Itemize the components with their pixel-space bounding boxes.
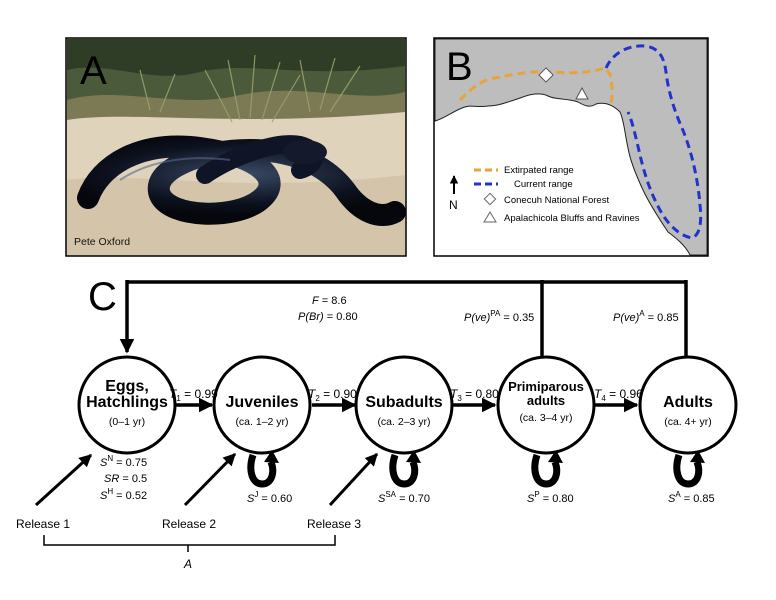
photo-credit: Pete Oxford	[74, 236, 130, 248]
release-label-1: Release 1	[16, 517, 70, 531]
stage-name-line: Juveniles	[226, 394, 299, 411]
egg-param-sh: SH = 0.52	[100, 487, 147, 502]
north-label: N	[449, 198, 458, 212]
fecundity-loop	[119, 280, 688, 360]
stage-age: (0–1 yr)	[109, 416, 145, 428]
stage-name-line: Primiparous	[508, 379, 584, 394]
stage-2: Juveniles (ca. 1–2 yr)	[212, 355, 312, 455]
egg-param-sr: SR = 0.5	[104, 473, 147, 485]
stage-name-line: Hatchlings	[86, 394, 168, 411]
release-arrow-3	[328, 452, 379, 507]
panel-c-lifecycle: C Eggs,Hatchlings (0–1 yr) Juveniles (ca. 1…	[16, 275, 738, 571]
legend-apalachicola: Apalachicola Bluffs and Ravines	[504, 213, 640, 224]
bracket-label: A	[183, 557, 192, 571]
stage-age: (ca. 2–3 yr)	[377, 416, 430, 428]
release-arrows	[34, 452, 379, 507]
stage-age: (ca. 1–2 yr)	[235, 416, 288, 428]
stage-name-line: adults	[527, 393, 565, 408]
current-range-line	[604, 44, 703, 240]
legend-conecuh: Conecuh National Forest	[504, 195, 609, 206]
stage-circle	[212, 355, 312, 455]
stage-5: Adults (ca. 4+ yr)	[638, 355, 738, 455]
survival-label-juveniles: SJ = 0.60	[247, 490, 292, 505]
stage-1: Eggs,Hatchlings (0–1 yr)	[77, 355, 177, 455]
survival-loop-icon	[531, 453, 561, 488]
stage-age: (ca. 3–4 yr)	[519, 412, 572, 424]
survival-label-subadults: SSA = 0.70	[378, 490, 430, 505]
map-land	[434, 38, 708, 256]
legend-triangle-icon	[483, 211, 497, 223]
survival-loop-icon	[389, 453, 419, 488]
panel-a-letter: A	[80, 49, 107, 93]
apalachicola-triangle-icon	[575, 86, 589, 100]
release-label-2: Release 2	[162, 517, 216, 531]
survival-loop-icon	[673, 453, 703, 488]
survival-arrowhead-icon	[548, 450, 563, 463]
stage-name-line: Adults	[663, 394, 713, 411]
panel-b-map: B N Extirpated range Current range Conec…	[433, 37, 709, 257]
legend-diamond-icon	[483, 192, 497, 206]
map-legend: Extirpated range Current range Conecuh N…	[474, 165, 640, 224]
survival-label-adults: SA = 0.85	[668, 490, 715, 505]
transition-label-1: T1 = 0.99	[169, 387, 218, 403]
transition-label-2: T2 = 0.90	[308, 387, 357, 403]
fecundity-pbr: P(Br) = 0.80	[298, 311, 358, 323]
stage-circle	[638, 355, 738, 455]
egg-param-sn: SN = 0.75	[100, 454, 147, 469]
legend-extirpated: Extirpated range	[504, 165, 574, 176]
survival-arrowhead-icon	[406, 450, 421, 463]
stage-name-line: Eggs,	[105, 378, 149, 395]
extirpated-range-line	[458, 66, 614, 106]
fecundity-pve-a: P(ve)A = 0.85	[613, 309, 679, 324]
legend-current: Current range	[514, 179, 573, 190]
panel-b-letter: B	[446, 45, 473, 89]
survival-arrowhead-icon	[690, 450, 705, 463]
stage-age: (ca. 4+ yr)	[664, 416, 712, 428]
panel-c-letter: C	[88, 275, 117, 319]
fecundity-pve-pa: P(ve)PA = 0.35	[464, 309, 534, 324]
release-arrow-2	[183, 452, 237, 507]
release-arrow-1	[34, 453, 93, 507]
stage-name-line: Subadults	[365, 394, 442, 411]
release-bracket	[43, 535, 336, 552]
panel-a-photo: A Pete Oxford	[65, 37, 407, 257]
release-label-3: Release 3	[307, 517, 361, 531]
survival-label-primiparous: SP = 0.80	[527, 490, 574, 505]
fecundity-f: F = 8.6	[312, 295, 347, 307]
stage-3: Subadults (ca. 2–3 yr)	[354, 355, 454, 455]
survival-loops	[247, 450, 705, 488]
snake	[77, 135, 406, 226]
survival-arrowhead-icon	[264, 450, 279, 463]
transition-label-4: T4 = 0.96	[594, 387, 643, 403]
transition-label-3: T3 = 0.80	[450, 387, 499, 403]
survival-loop-icon	[247, 453, 277, 488]
conecuh-diamond-icon	[538, 67, 554, 83]
